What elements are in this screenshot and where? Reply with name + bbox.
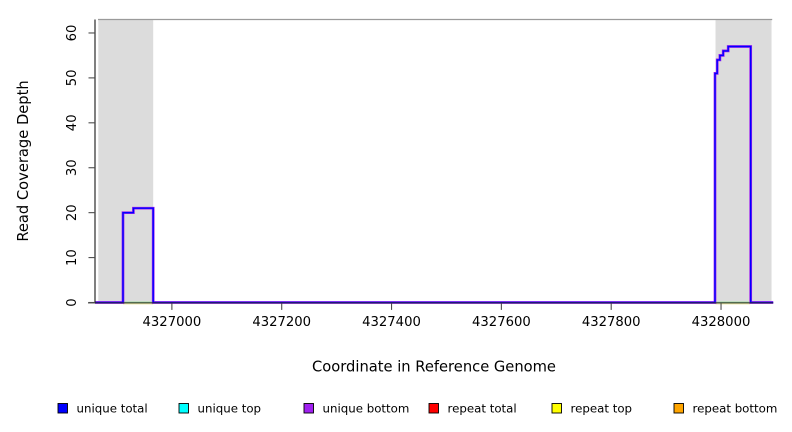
- y-tick-label: 60: [65, 25, 80, 42]
- legend: unique total unique top unique bottom repea…: [57, 402, 778, 416]
- legend-label-repeat-bottom: repeat bottom: [693, 402, 778, 416]
- right-gray-region: [715, 20, 772, 303]
- left-gray-region: [98, 20, 154, 303]
- x-tick-label: 4328000: [692, 315, 751, 330]
- x-tick-label: 4327800: [582, 315, 641, 330]
- legend-swatch-repeat-top: [551, 403, 562, 414]
- shaded-regions-layer: [98, 20, 772, 303]
- x-tick-label: 4327000: [143, 315, 202, 330]
- x-tick-label: 4327600: [472, 315, 531, 330]
- legend-label-unique-total: unique total: [77, 402, 148, 416]
- x-tick-label: 4327200: [252, 315, 311, 330]
- y-tick-label: 30: [65, 159, 80, 176]
- series-line-unique-total: [95, 45, 774, 304]
- legend-swatch-unique-top: [178, 403, 189, 414]
- legend-swatch-unique-bottom: [303, 403, 314, 414]
- legend-label-repeat-total: repeat total: [448, 402, 517, 416]
- y-tick-label: 40: [65, 114, 80, 131]
- x-tick-label: 4327400: [362, 315, 421, 330]
- y-tick-label: 50: [65, 70, 80, 87]
- legend-swatch-repeat-total: [428, 403, 439, 414]
- y-tick-label: 0: [65, 298, 80, 306]
- axes-layer: 0 10 20 30 40 50 60 4327000 4327200 4327400 432760…: [65, 19, 774, 330]
- series-line-unique-bottom: [95, 45, 774, 304]
- y-tick-label: 20: [65, 204, 80, 221]
- legend-swatch-unique-total: [57, 403, 68, 414]
- x-axis-title: Coordinate in Reference Genome: [312, 359, 556, 376]
- legend-label-unique-bottom: unique bottom: [323, 402, 410, 416]
- coverage-series-layer: [95, 45, 774, 304]
- legend-swatch-repeat-bottom: [673, 403, 684, 414]
- legend-label-repeat-top: repeat top: [571, 402, 633, 416]
- y-axis-title: Read Coverage Depth: [15, 80, 32, 241]
- y-tick-label: 10: [65, 249, 80, 266]
- legend-label-unique-top: unique top: [198, 402, 262, 416]
